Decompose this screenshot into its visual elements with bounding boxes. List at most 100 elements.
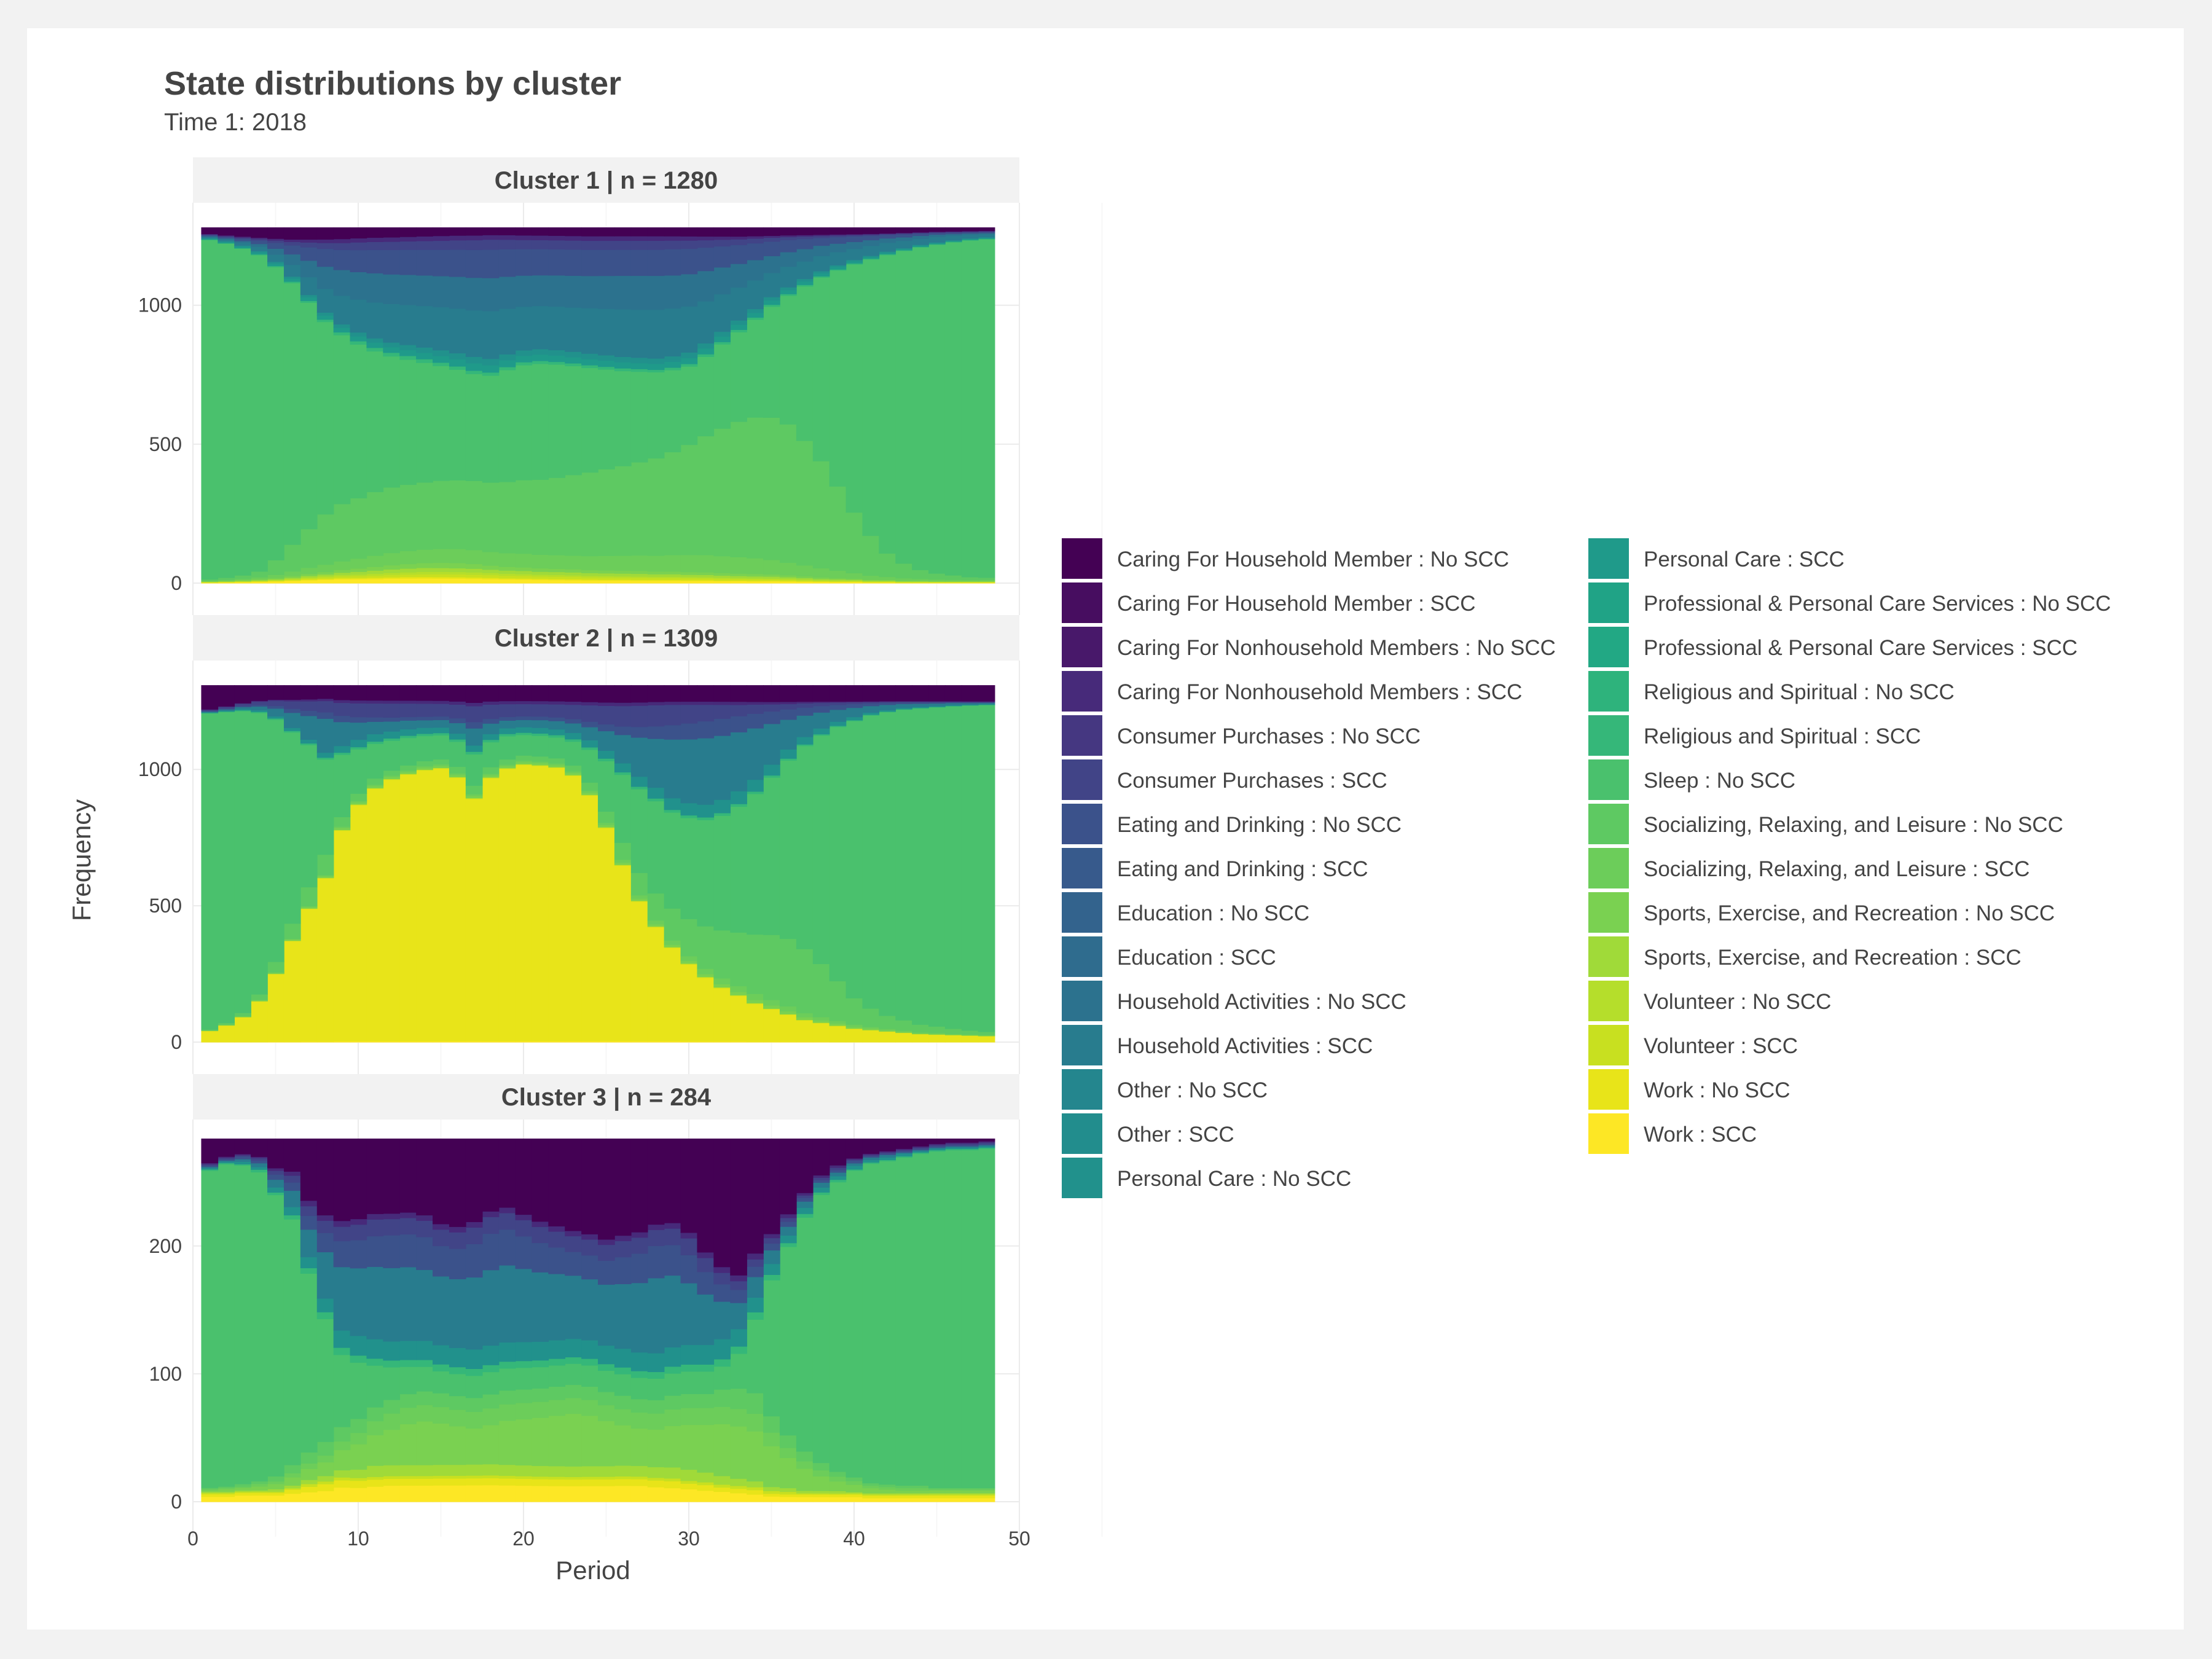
area-segment [829,1170,847,1173]
area-segment [944,232,962,233]
legend-item: Eating and Drinking : No SCC [1062,804,1402,844]
area-segment [316,1252,334,1299]
area-segment [465,1464,483,1476]
area-segment [879,712,896,1016]
area-segment [482,365,500,373]
area-segment [747,1041,764,1043]
area-segment [433,720,450,728]
area-segment [449,777,466,1041]
area-segment [862,233,880,235]
area-segment [548,568,566,573]
area-segment [978,1031,995,1035]
area-segment [862,245,880,256]
legend-label: Socializing, Relaxing, and Leisure : No … [1644,813,2063,837]
area-segment [763,1250,780,1265]
area-segment [515,700,533,705]
area-segment [978,1497,995,1502]
area-segment [383,356,401,488]
area-segment [598,240,615,250]
area-segment [433,355,450,363]
area-segment [796,1461,814,1469]
area-segment [581,1415,598,1467]
area-segment [697,721,715,739]
legend-label: Religious and Spiritual : No SCC [1644,680,1955,704]
legend-swatch [1062,804,1102,844]
area-segment [630,369,648,372]
area-segment [829,227,847,235]
area-segment [548,1139,566,1226]
area-segment [713,1424,731,1477]
area-segment [218,237,235,239]
area-segment [895,1030,912,1032]
legend-item: Personal Care : No SCC [1062,1158,1351,1198]
area-segment [366,273,384,303]
area-segment [548,721,566,730]
area-segment [515,734,533,756]
area-segment [730,580,747,582]
area-segment [630,1465,648,1477]
area-segment [449,369,466,480]
area-segment [498,1139,516,1208]
area-segment [614,705,632,727]
area-segment [829,726,847,982]
area-segment [333,575,351,577]
area-segment [961,1492,979,1495]
area-segment [598,1041,615,1043]
area-segment [895,1151,912,1153]
area-segment [895,1139,912,1149]
area-segment [366,1139,384,1214]
area-segment [697,436,715,555]
area-segment [630,1398,648,1413]
y-tick-label: 0 [171,572,182,594]
area-segment [845,235,863,237]
area-segment [201,1164,219,1166]
area-segment [465,374,483,481]
legend-swatch [1588,936,1629,977]
area-segment [267,577,284,579]
area-segment [565,569,582,573]
area-segment [812,1022,830,1024]
area-segment [465,363,483,371]
area-segment [531,1418,549,1466]
area-segment [218,243,235,244]
legend-label: Eating and Drinking : No SCC [1117,813,1402,837]
area-segment [366,1477,384,1480]
area-segment [630,705,648,728]
area-segment [944,1145,962,1147]
chart-title: State distributions by cluster [164,65,621,102]
area-segment [647,358,665,364]
area-segment [879,242,896,252]
area-segment [928,1143,946,1145]
area-segment [201,712,219,713]
area-segment [730,1426,747,1479]
area-segment [498,1478,516,1486]
area-segment [449,733,466,740]
area-segment [647,1352,665,1373]
area-segment [350,227,367,239]
area-segment [531,305,549,350]
series-socializing-relaxing-and-leisure-scc [201,1397,995,1491]
area-segment [565,685,582,702]
area-segment [482,704,500,720]
area-segment [680,575,698,578]
area-segment [779,1011,797,1014]
area-segment [251,685,268,701]
area-segment [531,235,549,240]
area-segment [895,702,912,705]
area-segment [383,1478,401,1486]
area-segment [482,227,500,235]
area-segment [779,287,797,291]
area-segment [829,1139,847,1166]
area-segment [433,548,450,563]
area-segment [300,1139,318,1201]
area-segment [944,581,962,582]
area-segment [350,747,367,750]
area-segment [862,703,880,707]
legend-label: Volunteer : No SCC [1644,990,1831,1014]
area-segment [251,1000,268,1002]
area-segment [267,1483,284,1489]
area-segment [482,358,500,366]
area-segment [465,1222,483,1228]
area-segment [316,877,334,879]
